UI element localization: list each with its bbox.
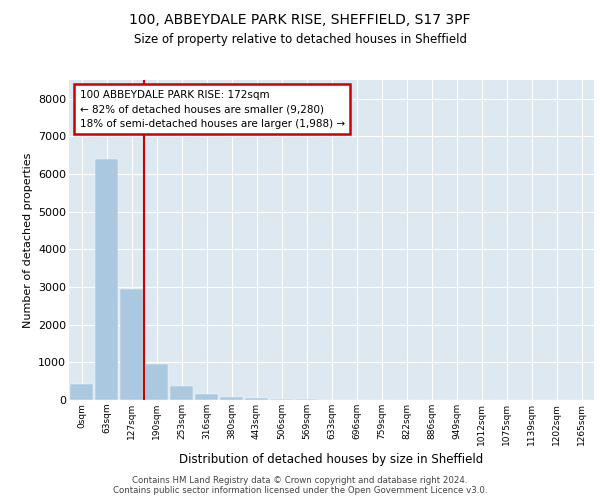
Bar: [245, 398, 268, 400]
Bar: [170, 386, 193, 400]
Bar: [145, 364, 168, 400]
Bar: [70, 384, 93, 400]
Y-axis label: Number of detached properties: Number of detached properties: [23, 152, 32, 328]
Bar: [195, 394, 218, 400]
Bar: [270, 399, 293, 400]
Text: Contains HM Land Registry data © Crown copyright and database right 2024.
Contai: Contains HM Land Registry data © Crown c…: [113, 476, 487, 495]
Bar: [120, 289, 143, 400]
X-axis label: Distribution of detached houses by size in Sheffield: Distribution of detached houses by size …: [179, 453, 484, 466]
Bar: [95, 159, 118, 400]
Bar: [220, 397, 243, 400]
Text: 100 ABBEYDALE PARK RISE: 172sqm
← 82% of detached houses are smaller (9,280)
18%: 100 ABBEYDALE PARK RISE: 172sqm ← 82% of…: [79, 90, 344, 129]
Text: Size of property relative to detached houses in Sheffield: Size of property relative to detached ho…: [133, 32, 467, 46]
Text: 100, ABBEYDALE PARK RISE, SHEFFIELD, S17 3PF: 100, ABBEYDALE PARK RISE, SHEFFIELD, S17…: [129, 12, 471, 26]
